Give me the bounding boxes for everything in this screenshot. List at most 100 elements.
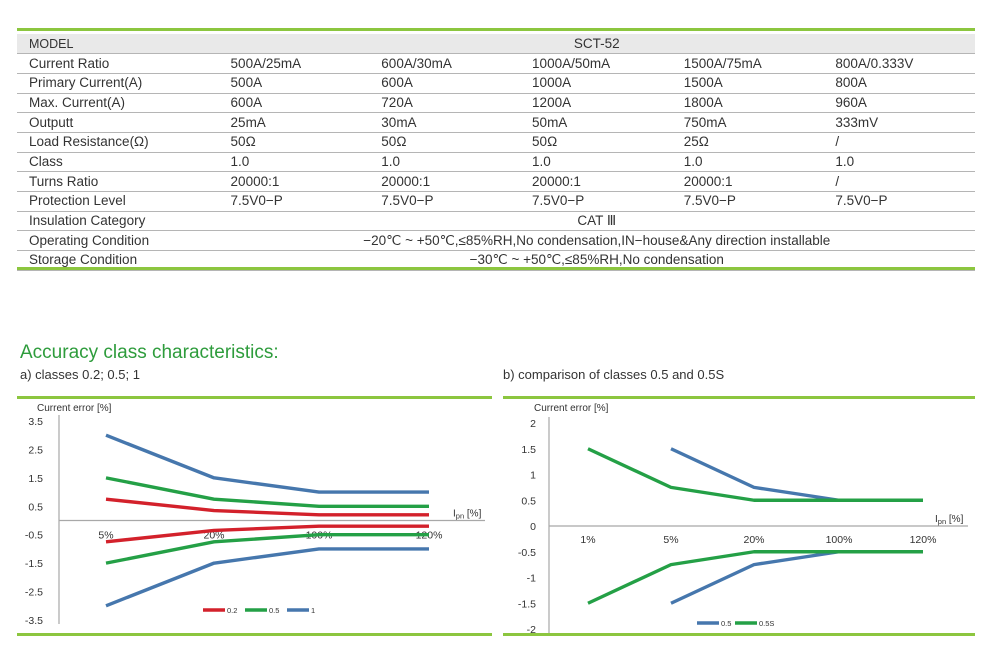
- bottom-rule: [17, 267, 975, 270]
- y-tick-label: 1.5: [28, 473, 43, 485]
- table-cell: 30mA: [369, 112, 521, 133]
- legend-label: 1: [311, 606, 315, 615]
- table-row: Outputt 25mA 30mA 50mA 750mA 333mV: [17, 112, 975, 133]
- table-cell: 500A/25mA: [218, 53, 370, 74]
- table-cell: 50Ω: [520, 132, 672, 153]
- table-cell: 1.0: [671, 152, 824, 173]
- chart-b-svg: 2 1.5 1 0.5 0 -0.5 -1 -1.5 -2 Current error [%] Ip…: [503, 396, 975, 636]
- table-row: Storage Condition −30℃ ~ +50℃,≤85%RH,No c…: [17, 250, 975, 271]
- table-cell: 7.5V0−P: [218, 191, 370, 212]
- table-cell-span: CAT Ⅲ: [218, 211, 975, 232]
- table-cell: 750mA: [671, 112, 824, 133]
- legend-label: 0.5: [721, 619, 731, 628]
- table-cell: 1.0: [369, 152, 521, 173]
- row-label: Storage Condition: [17, 250, 219, 271]
- y-tick-label: -2: [527, 624, 536, 636]
- chart-a: 3.5 2.5 1.5 0.5 -0.5 -1.5 -2.5 -3.5 Current erro…: [17, 396, 492, 636]
- table-cell: 20000:1: [520, 171, 672, 192]
- table-cell: 333mV: [823, 112, 975, 133]
- chart-top-rule: [503, 396, 975, 399]
- y-tick-label: 2: [530, 418, 536, 430]
- y-tick-label: 1.5: [521, 444, 536, 456]
- table-cell: /: [823, 171, 975, 192]
- row-label: Current Ratio: [17, 53, 219, 74]
- table-cell: /: [823, 132, 975, 153]
- x-axis-label: Ipn [%]: [453, 509, 482, 521]
- x-tick-label: 5%: [663, 534, 678, 546]
- chart-b: 2 1.5 1 0.5 0 -0.5 -1 -1.5 -2 Current error [%] Ip…: [503, 396, 975, 636]
- table-row: Load Resistance(Ω) 50Ω 50Ω 50Ω 25Ω /: [17, 132, 975, 153]
- model-name: SCT-52: [218, 34, 975, 55]
- table-cell: 1800A: [671, 93, 824, 114]
- table-cell: 1000A/50mA: [520, 53, 672, 74]
- table-row: Insulation Category CAT Ⅲ: [17, 211, 975, 232]
- section-title: Accuracy class characteristics:: [20, 342, 279, 363]
- table-cell: 960A: [823, 93, 975, 114]
- table-cell: 20000:1: [369, 171, 521, 192]
- table-cell: 25mA: [218, 112, 370, 133]
- y-axis-label: Current error [%]: [37, 403, 112, 414]
- x-tick-label: 120%: [910, 534, 937, 546]
- y-tick-label: -1.5: [25, 558, 43, 570]
- y-tick-label: -2.5: [25, 587, 43, 599]
- table-row: Protection Level 7.5V0−P 7.5V0−P 7.5V0−P 7.5…: [17, 191, 975, 212]
- spec-table: MODEL SCT-52 Current Ratio 500A/25mA 600A/…: [17, 34, 975, 271]
- y-tick-label: -0.5: [518, 547, 536, 559]
- top-rule: [17, 28, 975, 31]
- row-label: Primary Current(A): [17, 73, 219, 94]
- row-label: Max. Current(A): [17, 93, 219, 114]
- y-tick-label: 3.5: [28, 416, 43, 428]
- table-cell: 7.5V0−P: [671, 191, 824, 212]
- table-cell: 25Ω: [671, 132, 824, 153]
- chart-b-subtitle: b) comparison of classes 0.5 and 0.5S: [503, 367, 725, 382]
- y-tick-label: 1: [530, 470, 536, 482]
- chart-a-subtitle: a) classes 0.2; 0.5; 1: [20, 367, 140, 382]
- series-line-1-upper: [105, 433, 429, 494]
- table-cell: 50Ω: [218, 132, 370, 153]
- table-cell: 500A: [218, 73, 370, 94]
- table-cell: 1.0: [823, 152, 975, 173]
- row-label: Turns Ratio: [17, 171, 219, 192]
- series-line-0_2-lower: [105, 524, 429, 544]
- y-tick-label: -1: [527, 573, 536, 585]
- table-cell: 1500A/75mA: [671, 53, 824, 74]
- y-tick-label: -3.5: [25, 615, 43, 627]
- table-cell: 20000:1: [218, 171, 370, 192]
- table-cell: 600A: [218, 93, 370, 114]
- row-label: Class: [17, 152, 219, 173]
- x-tick-label: 5%: [98, 530, 113, 542]
- chart-bottom-rule: [503, 633, 975, 636]
- table-cell: 1.0: [520, 152, 672, 173]
- y-tick-label: 0.5: [28, 501, 43, 513]
- series-line-1-lower: [105, 547, 429, 608]
- table-cell: 20000:1: [671, 171, 824, 192]
- series-line-0_5-lower: [105, 533, 429, 565]
- table-cell: 50mA: [520, 112, 672, 133]
- table-row: Operating Condition −20℃ ~ +50℃,≤85%RH,No…: [17, 230, 975, 252]
- table-cell: 600A/30mA: [369, 53, 521, 74]
- legend-label: 0.5S: [759, 619, 774, 628]
- y-tick-label: -0.5: [25, 530, 43, 542]
- series-line-0_5-upper: [105, 476, 429, 508]
- table-cell: 800A/0.333V: [823, 53, 975, 74]
- row-label: Load Resistance(Ω): [17, 132, 219, 153]
- y-tick-label: 0.5: [521, 495, 536, 507]
- table-header-row: MODEL SCT-52: [17, 34, 975, 55]
- row-label: Outputt: [17, 112, 219, 133]
- y-tick-label: 0: [530, 521, 536, 533]
- y-tick-label: 2.5: [28, 444, 43, 456]
- table-cell: 7.5V0−P: [520, 191, 672, 212]
- chart-top-rule: [17, 396, 492, 399]
- table-cell: 800A: [823, 73, 975, 94]
- table-row: Class 1.0 1.0 1.0 1.0 1.0: [17, 152, 975, 173]
- header-label: MODEL: [17, 34, 219, 55]
- legend-label: 0.2: [227, 606, 237, 615]
- x-tick-label: 1%: [580, 534, 595, 546]
- table-cell-span: −20℃ ~ +50℃,≤85%RH,No condensation,IN−ho…: [218, 230, 975, 252]
- table-cell: 1.0: [218, 152, 370, 173]
- table-cell: 1000A: [520, 73, 672, 94]
- y-tick-label: -1.5: [518, 598, 536, 610]
- row-label: Protection Level: [17, 191, 219, 212]
- table-cell: 720A: [369, 93, 521, 114]
- legend-label: 0.5: [269, 606, 279, 615]
